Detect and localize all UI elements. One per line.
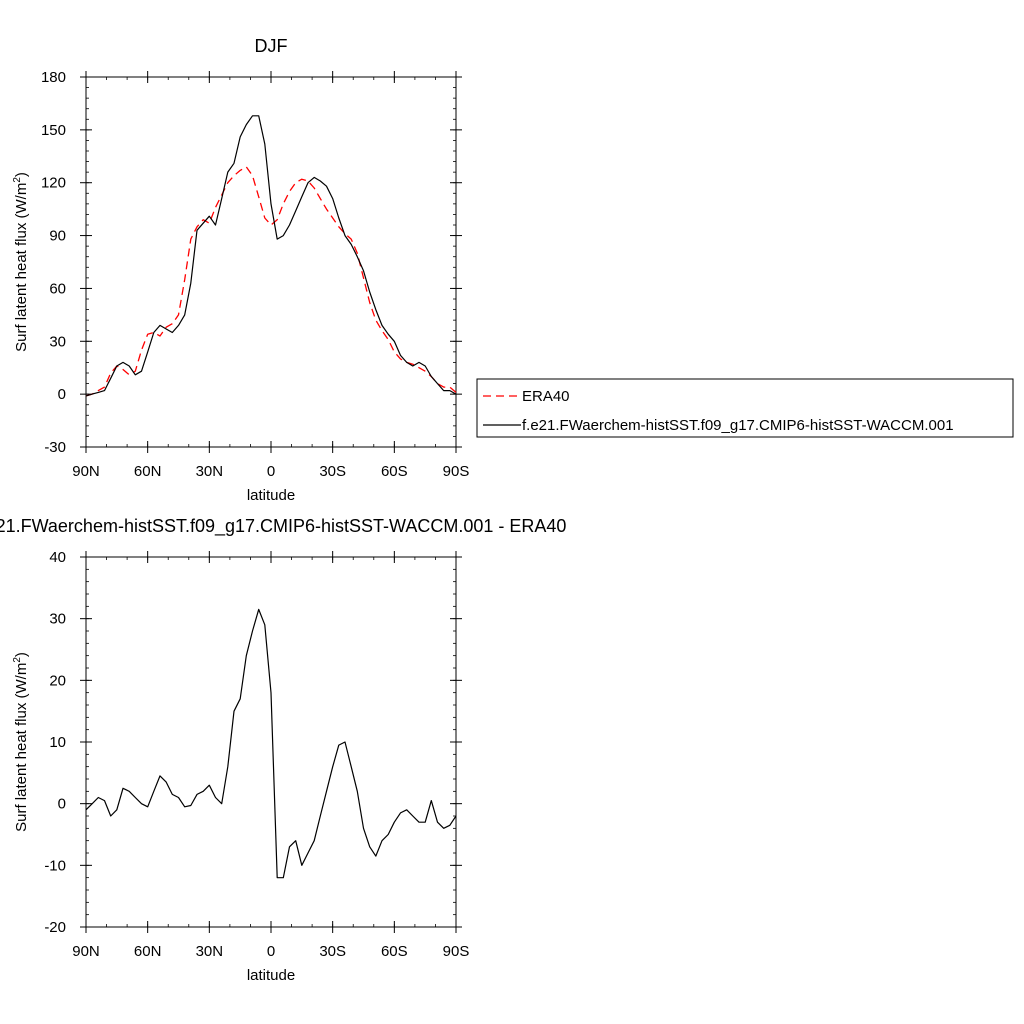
y-tick-label: 120 bbox=[41, 175, 66, 192]
x-tick-label: 60N bbox=[134, 463, 162, 480]
series-line-era40 bbox=[85, 166, 457, 397]
legend-box bbox=[476, 378, 1014, 438]
x-tick-label: 30S bbox=[319, 943, 346, 960]
x-tick-label: 30N bbox=[196, 463, 224, 480]
legend-label: f.e21.FWaerchem-histSST.f09_g17.CMIP6-hi… bbox=[522, 417, 954, 434]
y-tick-label: -20 bbox=[44, 919, 66, 936]
y-axis-label-sup: 2 bbox=[12, 657, 23, 663]
y-axis-label-close: ) bbox=[13, 652, 30, 657]
legend-label: ERA40 bbox=[522, 388, 570, 405]
y-tick-label: 10 bbox=[49, 734, 66, 751]
plot-frame bbox=[85, 556, 457, 928]
y-tick-label: 60 bbox=[49, 280, 66, 297]
chart-title: DJF bbox=[255, 36, 288, 56]
series-line-model bbox=[85, 115, 457, 397]
x-axis-label: latitude bbox=[247, 967, 295, 984]
plot-frame bbox=[85, 76, 457, 448]
x-tick-label: 90N bbox=[72, 943, 100, 960]
chart-panel-2: f.e21.FWaerchem-histSST.f09_g17.CMIP6-hi… bbox=[0, 516, 566, 984]
y-tick-label: 150 bbox=[41, 122, 66, 139]
legend: ERA40 f.e21.FWaerchem-histSST.f09_g17.CMI… bbox=[476, 378, 1014, 438]
x-tick-label: 90S bbox=[443, 463, 470, 480]
y-tick-label: -10 bbox=[44, 857, 66, 874]
y-tick-label: 0 bbox=[58, 796, 66, 813]
x-tick-label: 90N bbox=[72, 463, 100, 480]
x-axis-label: latitude bbox=[247, 487, 295, 504]
y-tick-label: 180 bbox=[41, 69, 66, 86]
y-tick-label: 90 bbox=[49, 228, 66, 245]
y-axis-label: Surf latent heat flux (W/m2) bbox=[12, 172, 30, 352]
x-tick-label: 30N bbox=[196, 943, 224, 960]
y-tick-label: -30 bbox=[44, 439, 66, 456]
x-tick-label: 90S bbox=[443, 943, 470, 960]
series-line-model bbox=[85, 608, 457, 879]
x-tick-label: 0 bbox=[267, 943, 275, 960]
y-tick-label: 20 bbox=[49, 672, 66, 689]
y-axis-label-close: ) bbox=[13, 172, 30, 177]
y-tick-label: 40 bbox=[49, 549, 66, 566]
chart-title: f.e21.FWaerchem-histSST.f09_g17.CMIP6-hi… bbox=[0, 516, 566, 537]
y-tick-label: 30 bbox=[49, 611, 66, 628]
chart-panel-1: DJF -30 0 30 60 90 120 150 180 90N 60N 30N 0 30S 60S 90… bbox=[12, 36, 1014, 504]
x-tick-label: 30S bbox=[319, 463, 346, 480]
x-tick-label: 60N bbox=[134, 943, 162, 960]
y-tick-label: 30 bbox=[49, 333, 66, 350]
x-tick-label: 60S bbox=[381, 463, 408, 480]
y-axis-label: Surf latent heat flux (W/m2) bbox=[12, 652, 30, 832]
x-tick-label: 0 bbox=[267, 463, 275, 480]
y-axis-label-sup: 2 bbox=[12, 177, 23, 183]
y-tick-label: 0 bbox=[58, 386, 66, 403]
y-axis-label-text: Surf latent heat flux (W/m bbox=[13, 183, 30, 352]
y-axis-label-text: Surf latent heat flux (W/m bbox=[13, 663, 30, 832]
x-tick-label: 60S bbox=[381, 943, 408, 960]
